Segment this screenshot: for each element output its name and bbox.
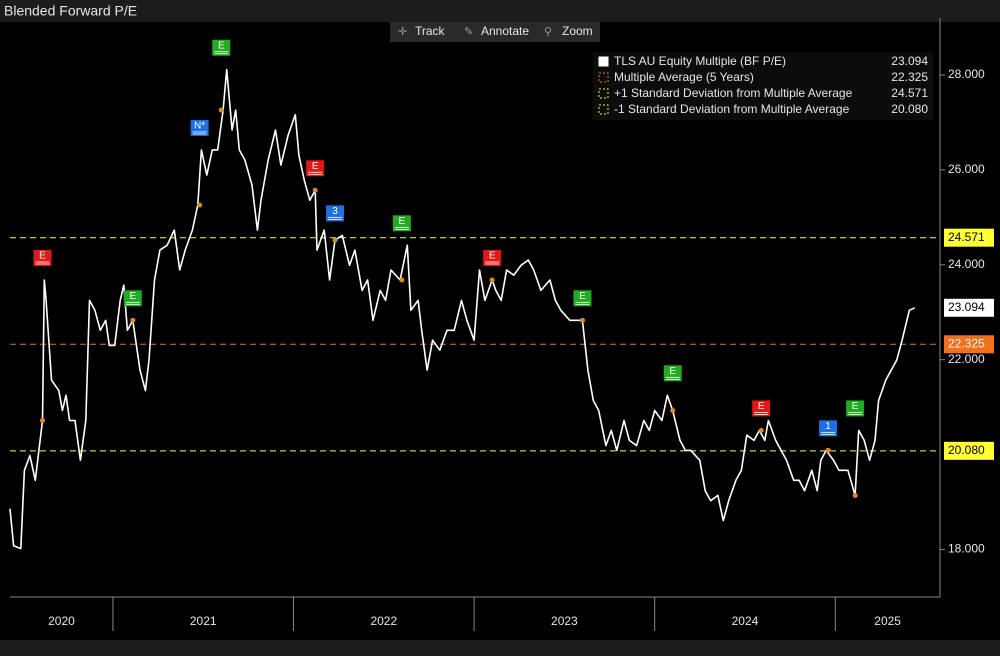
event-dot <box>332 237 338 243</box>
x-tick-label: 2021 <box>190 614 217 628</box>
value-flag <box>944 228 994 247</box>
legend-value: 23.094 <box>891 54 928 68</box>
legend-swatch <box>598 72 609 83</box>
event-label: E <box>579 291 586 302</box>
event-label: N* <box>194 121 205 132</box>
annotate-icon: ✎ <box>464 26 473 38</box>
y-tick-label: 28.000 <box>948 67 985 81</box>
legend-label: TLS AU Equity Multiple (BF P/E) <box>614 54 786 68</box>
event-dot <box>825 447 831 453</box>
x-tick-label: 2020 <box>48 614 75 628</box>
event-dot <box>218 107 224 113</box>
value-flag <box>944 441 994 460</box>
value-flag <box>944 298 994 317</box>
y-tick-label: 18.000 <box>948 542 985 556</box>
legend-value: 22.325 <box>891 70 928 84</box>
event-label: E <box>489 251 496 262</box>
value-flag <box>944 335 994 354</box>
legend-swatch <box>598 88 609 99</box>
event-label: E <box>669 366 676 377</box>
title-bar <box>0 0 1000 22</box>
toolbar <box>390 22 600 42</box>
legend-swatch <box>598 104 609 115</box>
chart-title: Blended Forward P/E <box>4 3 137 19</box>
x-tick-label: 2023 <box>551 614 578 628</box>
event-dot <box>40 417 46 423</box>
legend-label: -1 Standard Deviation from Multiple Aver… <box>614 102 850 116</box>
event-dot <box>312 187 318 193</box>
legend <box>593 52 933 120</box>
toolbar-annotate[interactable]: Annotate <box>481 24 529 38</box>
x-tick-label: 2025 <box>874 614 901 628</box>
zoom-icon: ⚲ <box>544 26 552 38</box>
bottom-bar <box>0 640 1000 656</box>
event-label: E <box>129 291 136 302</box>
event-dot <box>399 277 405 283</box>
event-label: E <box>852 401 859 412</box>
x-tick-label: 2022 <box>370 614 397 628</box>
event-dot <box>670 407 676 413</box>
event-label: E <box>39 251 46 262</box>
legend-label: +1 Standard Deviation from Multiple Aver… <box>614 86 853 100</box>
event-label: E <box>399 216 406 227</box>
value-flag-label: 22.325 <box>948 336 985 350</box>
toolbar-zoom[interactable]: Zoom <box>562 24 593 38</box>
toolbar-track[interactable]: Track <box>415 24 446 38</box>
series-line <box>9 68 916 550</box>
legend-label: Multiple Average (5 Years) <box>614 70 754 84</box>
event-label: 3 <box>332 206 338 217</box>
y-tick-label: 26.000 <box>948 162 985 176</box>
event-dot <box>852 492 858 498</box>
legend-swatch <box>598 56 609 67</box>
y-tick-label: 22.000 <box>948 352 985 366</box>
event-dot <box>579 317 585 323</box>
legend-value: 20.080 <box>891 102 928 116</box>
track-icon: ✛ <box>398 26 407 38</box>
event-label: E <box>312 161 319 172</box>
legend-value: 24.571 <box>891 86 928 100</box>
event-dot <box>197 202 203 208</box>
x-tick-label: 2024 <box>732 614 759 628</box>
y-tick-label: 24.000 <box>948 257 985 271</box>
event-dot <box>489 277 495 283</box>
event-label: E <box>758 401 765 412</box>
event-label: 1 <box>825 421 831 432</box>
event-dot <box>130 317 136 323</box>
event-label: E <box>218 40 225 51</box>
value-flag-label: 24.571 <box>948 230 985 244</box>
event-dot <box>758 427 764 433</box>
value-flag-label: 20.080 <box>948 443 985 457</box>
value-flag-label: 23.094 <box>948 300 985 314</box>
